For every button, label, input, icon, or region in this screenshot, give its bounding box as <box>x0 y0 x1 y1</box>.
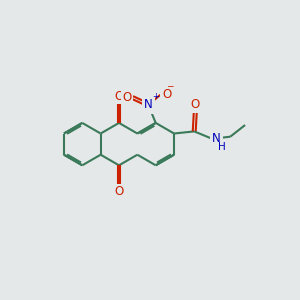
Text: O: O <box>162 88 171 101</box>
Text: N: N <box>212 132 221 145</box>
Text: +: + <box>152 92 159 101</box>
Text: O: O <box>114 185 124 198</box>
Text: H: H <box>218 142 225 152</box>
Text: O: O <box>114 90 124 103</box>
Text: N: N <box>144 98 153 111</box>
Text: −: − <box>166 82 174 91</box>
Text: O: O <box>122 91 131 104</box>
Text: O: O <box>191 98 200 111</box>
